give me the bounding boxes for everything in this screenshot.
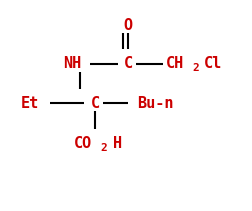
Text: H: H (113, 137, 122, 151)
Text: CO: CO (74, 137, 92, 151)
Text: Et: Et (21, 96, 39, 111)
Text: NH: NH (63, 57, 81, 72)
Text: 2: 2 (100, 143, 107, 153)
Text: C: C (90, 96, 99, 111)
Text: 2: 2 (192, 63, 199, 73)
Text: CH: CH (165, 57, 183, 72)
Text: C: C (123, 57, 132, 72)
Text: Bu-n: Bu-n (136, 96, 173, 111)
Text: Cl: Cl (203, 57, 221, 72)
Text: O: O (123, 19, 132, 34)
